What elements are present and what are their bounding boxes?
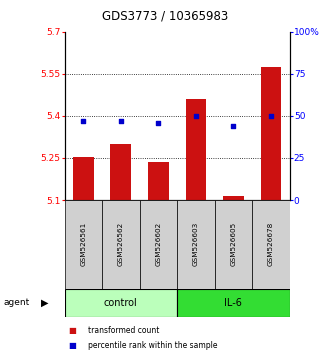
Bar [252, 200, 290, 289]
Bar [260, 67, 281, 200]
Bar [223, 196, 244, 200]
Text: GDS3773 / 10365983: GDS3773 / 10365983 [102, 10, 229, 22]
Bar [140, 200, 177, 289]
Bar [102, 200, 140, 289]
Bar [73, 156, 94, 200]
Text: GSM526561: GSM526561 [80, 222, 86, 266]
Bar [185, 99, 206, 200]
Text: GSM526603: GSM526603 [193, 222, 199, 266]
Point [156, 120, 161, 126]
Bar [177, 289, 290, 317]
Text: IL-6: IL-6 [224, 298, 242, 308]
Bar [65, 289, 177, 317]
Bar [177, 200, 214, 289]
Text: GSM526562: GSM526562 [118, 222, 124, 266]
Text: GSM526605: GSM526605 [230, 222, 236, 266]
Text: ■: ■ [68, 326, 76, 336]
Text: GSM526602: GSM526602 [155, 222, 161, 266]
Text: percentile rank within the sample: percentile rank within the sample [88, 341, 217, 350]
Bar [148, 162, 168, 200]
Point [231, 123, 236, 129]
Text: ▶: ▶ [41, 298, 48, 308]
Bar [214, 200, 252, 289]
Text: agent: agent [3, 298, 29, 307]
Text: GSM526678: GSM526678 [268, 222, 274, 266]
Text: transformed count: transformed count [88, 326, 159, 336]
Text: control: control [104, 298, 138, 308]
Point [193, 113, 199, 119]
Point [81, 118, 86, 124]
Point [118, 118, 123, 124]
Text: ■: ■ [68, 341, 76, 350]
Bar [111, 144, 131, 200]
Point [268, 113, 273, 119]
Bar [65, 200, 102, 289]
